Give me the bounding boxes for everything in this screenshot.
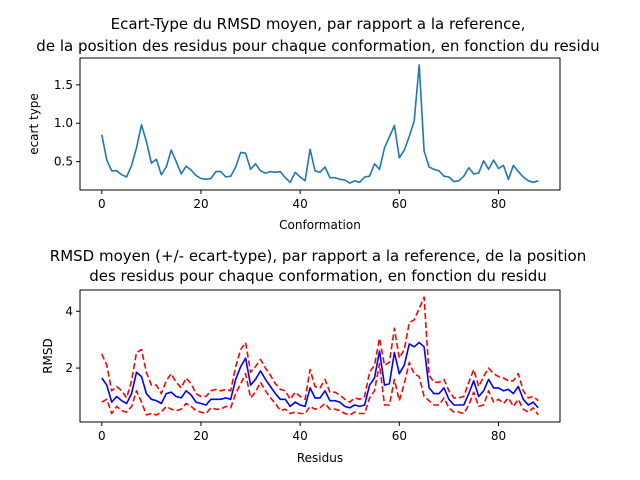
chart-2: RMSD moyen (+/- ecart-type), par rapport… <box>41 247 586 465</box>
chart-2-xtick-label: 60 <box>392 429 407 443</box>
chart-1-xtick-label: 20 <box>193 197 208 211</box>
chart-1-xtick-label: 0 <box>98 197 106 211</box>
chart-2-ylabel: RMSD <box>41 338 55 374</box>
chart-2-series-line-3 <box>101 361 539 416</box>
chart-1-plot-area <box>101 64 539 184</box>
chart-2-title-line-2: des residus pour chaque conformation, en… <box>89 267 547 285</box>
chart-1: Ecart-Type du RMSD moyen, par rapport a … <box>27 15 600 232</box>
chart-1-xtick-label: 40 <box>293 197 308 211</box>
chart-2-xtick-label: 0 <box>98 429 106 443</box>
chart-1-ylabel: ecart type <box>27 93 41 155</box>
chart-2-title-line-1: RMSD moyen (+/- ecart-type), par rapport… <box>50 247 586 265</box>
chart-1-xlabel: Conformation <box>279 218 361 232</box>
chart-1-xtick-label: 60 <box>392 197 407 211</box>
chart-1-title-line-1: Ecart-Type du RMSD moyen, par rapport a … <box>111 15 526 33</box>
chart-2-axes-frame <box>79 289 561 423</box>
chart-2-xtick-label: 20 <box>193 429 208 443</box>
chart-1-ytick-label: 1.0 <box>54 116 73 130</box>
chart-2-ytick-label: 2 <box>65 361 73 375</box>
chart-1-ytick-label: 0.5 <box>54 155 73 169</box>
chart-2-xtick-label: 80 <box>491 429 506 443</box>
chart-2-ytick-label: 4 <box>65 304 73 318</box>
chart-1-axes-frame <box>79 57 561 191</box>
chart-2-series-line-2 <box>101 296 539 403</box>
chart-2-ticks: 0 20 40 60 80 2 4 <box>65 304 506 443</box>
chart-1-series-line-1 <box>101 64 539 184</box>
chart-1-ticks: 0 20 40 60 80 0.5 1.0 1.5 <box>54 78 506 211</box>
chart-1-title-line-2: de la position des residus pour chaque c… <box>36 37 599 55</box>
chart-2-series-line-1 <box>101 341 539 409</box>
chart-1-ytick-label: 1.5 <box>54 78 73 92</box>
chart-2-xtick-label: 40 <box>293 429 308 443</box>
chart-2-plot-area <box>101 296 539 416</box>
chart-2-xlabel: Residus <box>297 451 343 465</box>
chart-1-xtick-label: 80 <box>491 197 506 211</box>
